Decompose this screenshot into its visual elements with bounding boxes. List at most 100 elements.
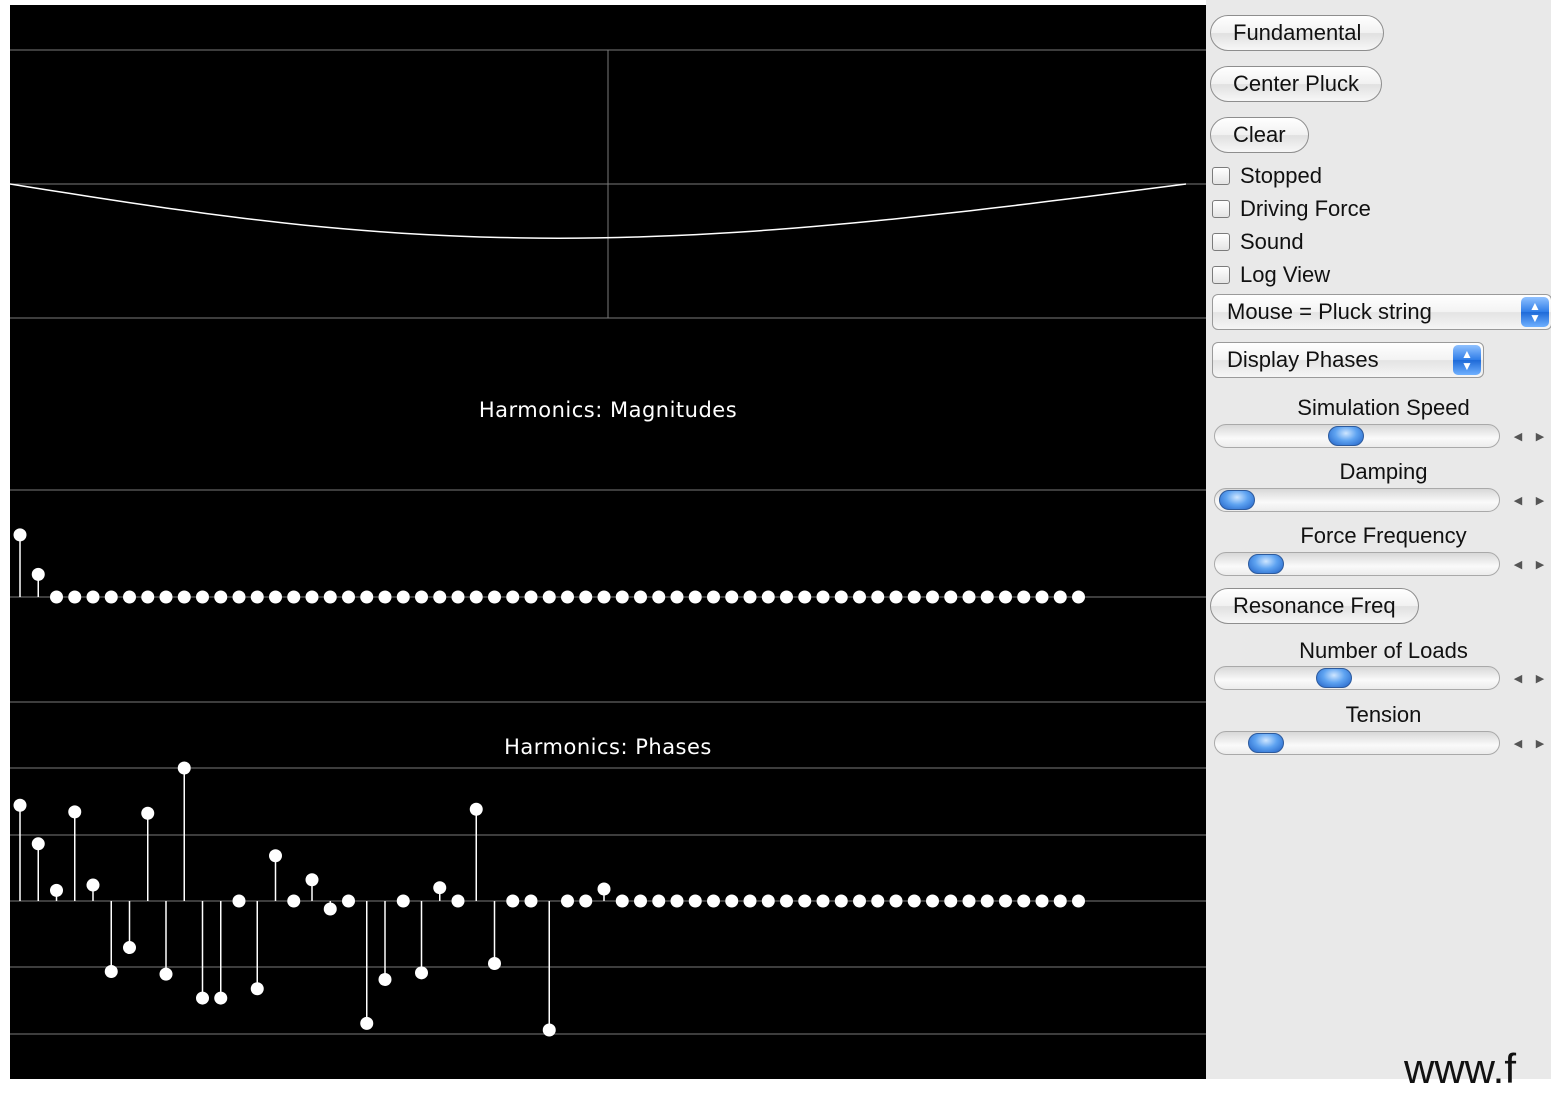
simulation-canvas[interactable]: Harmonics: Magnitudes Harmonics: Phases [10, 5, 1206, 1079]
phase-point [1072, 894, 1085, 908]
phase-point [287, 894, 301, 908]
phase-point [798, 894, 812, 908]
magnitude-point [214, 590, 228, 604]
stopped-checkbox[interactable]: Stopped [1212, 161, 1322, 191]
control-panel: Fundamental Center Pluck Clear Stopped D… [1206, 0, 1551, 1079]
magnitude-point [451, 590, 465, 604]
phase-point [1035, 894, 1049, 908]
driving-force-checkbox-box[interactable] [1212, 200, 1230, 218]
phase-point [926, 894, 939, 908]
left-arrow-icon[interactable]: ◀ [1513, 430, 1523, 443]
magnitude-point [323, 590, 337, 604]
number-of-loads-thumb[interactable] [1315, 668, 1352, 688]
phase-point [707, 894, 720, 908]
magnitude-point [433, 590, 447, 604]
chevron-updown-icon[interactable]: ▲ ▼ [1453, 345, 1481, 375]
resonance-freq-button[interactable]: Resonance Freq [1210, 588, 1419, 624]
right-arrow-icon[interactable]: ▶ [1535, 737, 1545, 750]
sound-checkbox-box[interactable] [1212, 233, 1230, 251]
damping-steppers[interactable]: ◀ ▶ [1507, 488, 1551, 512]
number-of-loads-steppers[interactable]: ◀ ▶ [1507, 666, 1551, 690]
force-frequency-steppers[interactable]: ◀ ▶ [1507, 552, 1551, 576]
phase-point [506, 894, 520, 908]
right-arrow-icon[interactable]: ▶ [1535, 558, 1545, 571]
log-view-label: Log View [1240, 262, 1331, 287]
phase-point [68, 805, 82, 819]
stopped-checkbox-box[interactable] [1212, 167, 1230, 185]
magnitude-point [944, 590, 958, 604]
phase-point [780, 894, 793, 908]
magnitude-point [50, 590, 63, 604]
magnitude-point [999, 590, 1012, 604]
fundamental-button[interactable]: Fundamental [1210, 15, 1385, 51]
magnitude-point [488, 590, 501, 604]
phase-point [360, 1016, 374, 1030]
magnitude-point [889, 590, 903, 604]
magnitude-point [469, 590, 483, 604]
damping-slider[interactable] [1214, 488, 1500, 512]
clear-button[interactable]: Clear [1210, 117, 1309, 153]
number-of-loads-slider[interactable] [1214, 666, 1500, 690]
number-of-loads-label: Number of Loads [1299, 638, 1468, 663]
force-frequency-slider[interactable] [1214, 552, 1500, 576]
phase-point [1017, 894, 1031, 908]
phase-point [141, 806, 155, 820]
phase-point [342, 894, 355, 908]
magnitude-point [415, 590, 428, 604]
left-arrow-icon[interactable]: ◀ [1513, 558, 1523, 571]
phase-point [980, 894, 994, 908]
right-arrow-icon[interactable]: ▶ [1535, 494, 1545, 507]
phase-point [999, 894, 1012, 908]
phase-point [451, 894, 465, 908]
simulation-speed-label: Simulation Speed [1297, 395, 1470, 420]
left-arrow-icon[interactable]: ◀ [1513, 494, 1523, 507]
chevron-updown-icon[interactable]: ▲ ▼ [1521, 297, 1549, 327]
magnitude-point [907, 590, 921, 604]
driving-force-checkbox[interactable]: Driving Force [1212, 194, 1371, 224]
simulation-speed-thumb[interactable] [1327, 426, 1364, 446]
magnitude-point [634, 590, 647, 604]
magnitude-point [962, 590, 976, 604]
left-arrow-icon[interactable]: ◀ [1513, 737, 1523, 750]
driving-force-label: Driving Force [1240, 196, 1371, 221]
magnitude-point [13, 528, 27, 542]
log-view-checkbox[interactable]: Log View [1212, 260, 1330, 290]
mouse-mode-select[interactable]: Mouse = Pluck string ▲ ▼ [1212, 294, 1551, 330]
phase-point [50, 883, 63, 897]
magnitude-point [378, 590, 392, 604]
phase-point [524, 894, 538, 908]
tension-thumb[interactable] [1248, 733, 1285, 753]
magnitude-point [196, 590, 209, 604]
right-arrow-icon[interactable]: ▶ [1535, 430, 1545, 443]
phase-point [670, 894, 684, 908]
damping-thumb[interactable] [1219, 490, 1255, 510]
phase-point [1053, 894, 1067, 908]
magnitude-point [579, 590, 593, 604]
magnitude-point [1053, 590, 1067, 604]
simulation-graphics[interactable] [10, 5, 1206, 1079]
magnitude-point [597, 590, 611, 604]
center-pluck-button[interactable]: Center Pluck [1210, 66, 1382, 102]
magnitude-point [141, 590, 155, 604]
right-arrow-icon[interactable]: ▶ [1535, 672, 1545, 685]
magnitude-point [725, 590, 739, 604]
simulation-speed-steppers[interactable]: ◀ ▶ [1507, 424, 1551, 448]
log-view-checkbox-box[interactable] [1212, 266, 1230, 284]
left-arrow-icon[interactable]: ◀ [1513, 672, 1523, 685]
phase-point [652, 894, 666, 908]
force-frequency-thumb[interactable] [1248, 554, 1285, 574]
magnitude-point [86, 590, 100, 604]
force-frequency-label: Force Frequency [1300, 523, 1467, 548]
magnitude-point [834, 590, 848, 604]
tension-steppers[interactable]: ◀ ▶ [1507, 731, 1551, 755]
phase-point [688, 894, 702, 908]
sound-checkbox[interactable]: Sound [1212, 227, 1304, 257]
magnitude-point [798, 590, 812, 604]
simulation-speed-slider[interactable] [1214, 424, 1500, 448]
magnitude-point [104, 590, 118, 604]
magnitude-point [177, 590, 191, 604]
phase-point [196, 991, 209, 1005]
magnitudes-title: Harmonics: Magnitudes [478, 398, 738, 422]
display-mode-select[interactable]: Display Phases ▲ ▼ [1212, 342, 1484, 378]
tension-slider[interactable] [1214, 731, 1500, 755]
